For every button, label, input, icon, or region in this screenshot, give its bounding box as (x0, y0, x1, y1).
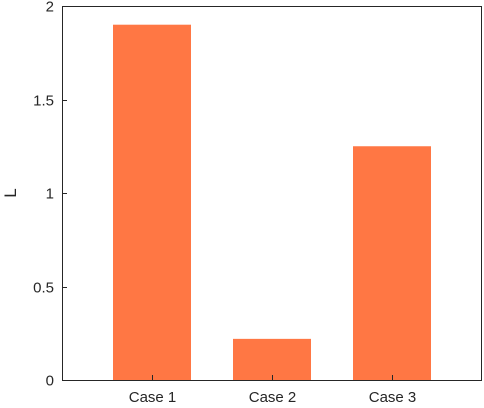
x-tick-label: Case 1 (129, 389, 177, 406)
bars-group (113, 24, 431, 380)
y-tick-label: 0 (46, 373, 54, 390)
y-tick-label: 1 (46, 186, 54, 203)
bar-case-2 (233, 338, 311, 380)
y-tick-label: 2 (46, 0, 54, 16)
bar-case-1 (113, 24, 191, 380)
y-tick-label: 0.5 (33, 280, 54, 297)
bar-case-3 (353, 146, 431, 380)
axes-group (62, 6, 482, 381)
y-tick-label: 1.5 (33, 93, 54, 110)
x-tick-label: Case 2 (249, 389, 297, 406)
x-tick-label: Case 3 (369, 389, 417, 406)
y-axis-label: L (1, 188, 20, 197)
labels-group: 0 0.5 1 1.5 2 Case 1 Case 2 Case 3 (33, 0, 416, 406)
